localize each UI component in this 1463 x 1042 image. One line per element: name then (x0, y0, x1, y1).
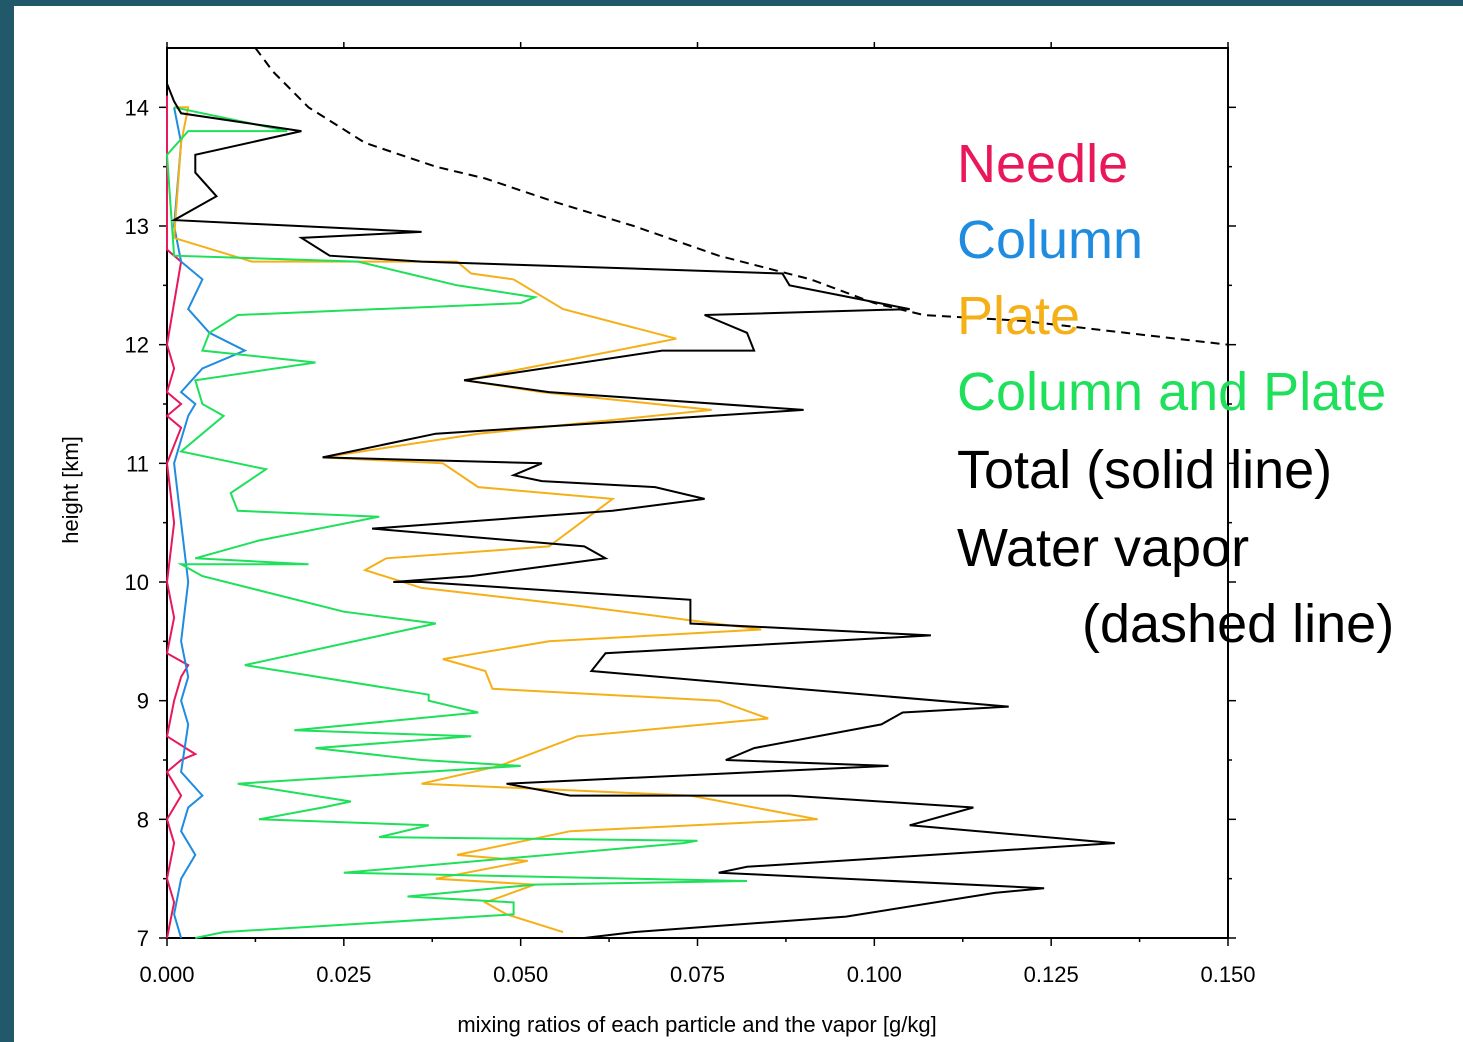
y-tick-label: 14 (125, 95, 149, 120)
x-tick-label: 0.125 (1024, 962, 1079, 987)
tick-labels: 0.000 0.025 0.050 0.075 0.100 0.125 0.150 7 8 9 10… (125, 95, 1256, 987)
x-axis-title: mixing ratios of each particle and the v… (457, 1012, 936, 1037)
slide-border-top (0, 0, 1463, 6)
legend-water-vapor: Water vapor (957, 518, 1249, 578)
x-tick-label: 0.150 (1200, 962, 1255, 987)
legend-column: Column (957, 210, 1143, 270)
slide-border-left (0, 0, 14, 1042)
y-tick-label: 9 (137, 689, 149, 714)
y-tick-label: 12 (125, 333, 149, 358)
y-tick-label: 13 (125, 214, 149, 239)
x-tick-label: 0.100 (847, 962, 902, 987)
y-axis-title: height [km] (58, 436, 83, 544)
series-line-5 (254, 47, 1229, 346)
y-tick-label: 7 (137, 926, 149, 951)
legend: Needle Column Plate Column and Plate Tot… (957, 134, 1394, 654)
x-tick-label: 0.050 (493, 962, 548, 987)
series-line-3 (165, 106, 748, 939)
y-tick-label: 10 (125, 570, 149, 595)
legend-needle: Needle (957, 134, 1128, 194)
series-line-2 (173, 106, 818, 934)
series-line-1 (173, 107, 248, 939)
y-tick-label: 11 (126, 451, 149, 476)
series-line-4 (166, 83, 1115, 939)
legend-total: Total (solid line) (957, 440, 1332, 500)
y-tick-label: 8 (137, 807, 149, 832)
legend-dashed-line: (dashed line) (1082, 594, 1394, 654)
legend-plate: Plate (957, 286, 1080, 346)
x-tick-label: 0.000 (139, 962, 194, 987)
x-tick-label: 0.025 (316, 962, 371, 987)
legend-column-and-plate: Column and Plate (957, 362, 1386, 422)
axis-ticks (159, 42, 1236, 946)
series-layer (165, 47, 1229, 939)
series-line-0 (165, 95, 198, 939)
x-tick-label: 0.075 (670, 962, 725, 987)
